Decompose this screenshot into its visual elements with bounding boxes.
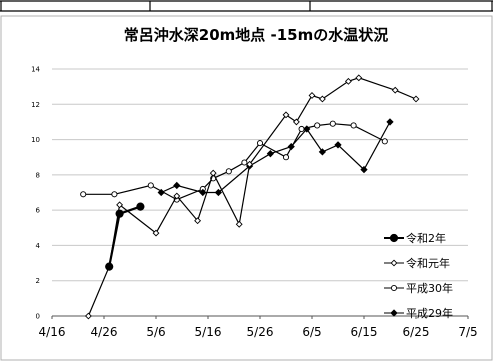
data-point bbox=[209, 169, 217, 177]
data-point bbox=[282, 154, 290, 161]
data-point bbox=[350, 122, 357, 129]
data-point bbox=[115, 209, 124, 218]
series-3 bbox=[80, 120, 388, 203]
x-tick-label: 6/15 bbox=[351, 325, 378, 339]
legend-entry: 令和元年 bbox=[384, 256, 450, 270]
y-tick-label: 4 bbox=[36, 242, 41, 250]
data-point bbox=[246, 160, 254, 168]
x-tick-label: 5/26 bbox=[247, 325, 274, 339]
data-point bbox=[344, 77, 352, 85]
series-2 bbox=[84, 74, 420, 320]
data-point bbox=[147, 182, 154, 189]
data-point bbox=[355, 74, 363, 82]
data-point bbox=[214, 188, 223, 197]
legend-entry: 平成30年 bbox=[384, 281, 453, 295]
x-tick-label: 5/16 bbox=[195, 325, 222, 339]
data-point bbox=[152, 229, 160, 237]
x-tick-label: 6/5 bbox=[302, 325, 321, 339]
series-line bbox=[160, 121, 391, 194]
x-axis-ticks: 4/16 4/26 5/6 5/16 5/26 6/5 6/15 6/25 7/5 bbox=[39, 316, 478, 339]
data-point bbox=[329, 120, 336, 127]
data-point bbox=[391, 86, 399, 94]
x-tick-label: 4/26 bbox=[91, 325, 118, 339]
data-point bbox=[318, 148, 327, 156]
chart-border bbox=[0, 15, 493, 361]
data-point bbox=[282, 111, 290, 119]
data-point bbox=[235, 220, 243, 228]
y-tick-label: 0 bbox=[36, 313, 40, 321]
data-point bbox=[318, 95, 326, 103]
x-tick-label: 6/25 bbox=[403, 325, 430, 339]
y-tick-label: 14 bbox=[31, 66, 40, 74]
series-4 bbox=[157, 118, 394, 197]
legend-entry: 平成29年 bbox=[384, 306, 453, 320]
data-point bbox=[303, 125, 311, 133]
legend-entry: 令和2年 bbox=[384, 231, 446, 245]
legend-label: 令和元年 bbox=[406, 256, 450, 270]
series-layer bbox=[80, 74, 420, 320]
legend-marker bbox=[390, 259, 398, 267]
data-point bbox=[173, 181, 181, 190]
legend-marker bbox=[390, 309, 398, 317]
legend-marker bbox=[389, 233, 399, 243]
x-tick-label: 5/6 bbox=[146, 325, 165, 339]
legend-label: 平成29年 bbox=[406, 306, 453, 320]
data-point bbox=[256, 140, 264, 147]
y-tick-label: 2 bbox=[36, 277, 40, 285]
data-point bbox=[199, 188, 207, 197]
x-tick-label: 7/5 bbox=[458, 325, 477, 339]
data-point bbox=[136, 202, 145, 211]
data-point bbox=[241, 159, 248, 166]
data-point bbox=[105, 262, 114, 271]
y-tick-label: 6 bbox=[36, 207, 41, 215]
data-point bbox=[80, 191, 87, 198]
legend-label: 令和2年 bbox=[406, 231, 446, 245]
data-point bbox=[111, 191, 118, 198]
y-tick-label: 10 bbox=[31, 136, 40, 144]
y-axis-ticks: 0 2 4 6 8 10 12 14 bbox=[31, 66, 40, 321]
data-point bbox=[386, 118, 394, 126]
legend-marker bbox=[390, 284, 398, 292]
data-point bbox=[173, 192, 181, 200]
series-1 bbox=[105, 202, 145, 271]
data-point bbox=[314, 122, 321, 129]
legend-label: 平成30年 bbox=[406, 281, 453, 295]
gridlines bbox=[52, 68, 468, 282]
data-point bbox=[225, 168, 232, 175]
data-point bbox=[157, 188, 165, 197]
data-point bbox=[84, 312, 92, 320]
data-point bbox=[194, 217, 202, 225]
y-tick-label: 12 bbox=[31, 101, 40, 109]
table-fragment bbox=[0, 0, 493, 12]
data-point bbox=[381, 138, 388, 145]
series-line bbox=[83, 123, 386, 201]
x-tick-label: 4/16 bbox=[39, 325, 66, 339]
chart-title: 常呂沖水深20m地点 -15mの水温状況 bbox=[124, 26, 388, 44]
data-point bbox=[334, 141, 342, 149]
y-tick-label: 8 bbox=[36, 171, 40, 179]
data-point bbox=[308, 92, 316, 99]
data-point bbox=[266, 150, 275, 158]
data-point bbox=[287, 142, 295, 151]
data-point bbox=[116, 201, 124, 209]
data-point bbox=[412, 95, 420, 103]
data-point bbox=[292, 118, 300, 126]
data-point bbox=[360, 165, 368, 174]
